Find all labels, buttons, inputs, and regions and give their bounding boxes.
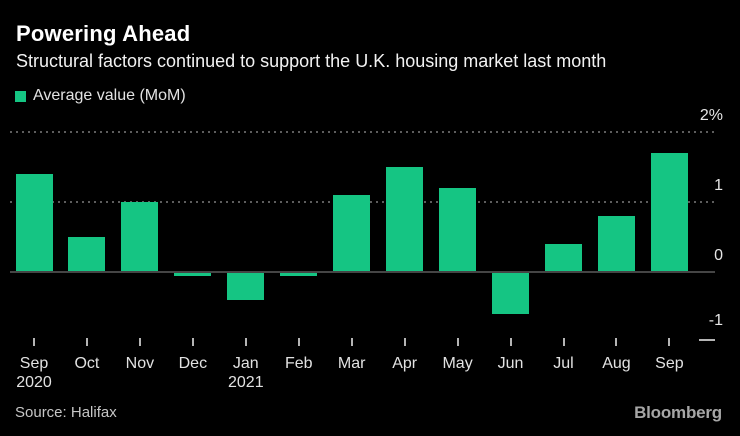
x-tick [138,338,141,346]
x-tick-label: Jul [553,355,574,372]
bar [280,272,318,276]
bar [121,202,159,272]
x-tick-label: Apr [392,355,418,372]
legend-swatch-icon [15,90,26,102]
bar [227,272,265,300]
x-tick-label: Dec [178,355,208,372]
x-tick [403,338,406,346]
x-tick [615,338,618,346]
x-tick [33,338,35,346]
x-tick-label: Jan [232,355,259,372]
x-tick [668,338,671,346]
x-tick-label: Feb [284,355,313,372]
x-tick-label: Mar [337,355,366,372]
bar [492,272,530,314]
bar [439,188,477,272]
bar [650,153,688,272]
y-axis-label: 1 [714,177,723,194]
legend: Average value (MoM) [15,87,186,105]
x-tick [509,338,512,346]
x-tick [244,338,247,346]
x-tick-label: Jun [497,355,524,372]
zero-axis-line [10,271,715,273]
bar [597,216,635,272]
bar [386,167,424,272]
x-tick [191,338,194,346]
year-label: 2020 [16,374,52,391]
x-tick-label: May [442,355,473,372]
x-tick-label: Sep [655,355,684,372]
y-axis-label: -1 [708,312,723,329]
x-tick [85,338,88,346]
bloomberg-logo: Bloomberg [634,403,722,422]
x-tick-label: Oct [74,355,100,372]
gridline [10,131,715,133]
bar [545,244,582,272]
legend-label: Average value (MoM) [33,87,186,104]
x-tick-label: Nov [125,355,155,372]
x-tick-label: Sep [19,355,49,372]
x-tick [456,338,459,346]
bar [15,174,53,272]
y-axis-label: 2% [699,107,723,124]
chart-subtitle: Structural factors continued to support … [16,51,607,71]
x-tick [562,338,565,346]
bar [174,272,212,276]
x-tick [297,338,300,346]
chart-title: Powering Ahead [16,21,191,46]
x-tick-label: Aug [602,355,631,372]
source-note: Source: Halifax [15,404,117,421]
year-label: 2021 [228,374,264,391]
bar [333,195,371,272]
y-axis-label: 0 [714,247,723,264]
y-axis-end-tick [699,339,715,341]
bar [68,237,106,272]
x-tick [350,338,353,346]
